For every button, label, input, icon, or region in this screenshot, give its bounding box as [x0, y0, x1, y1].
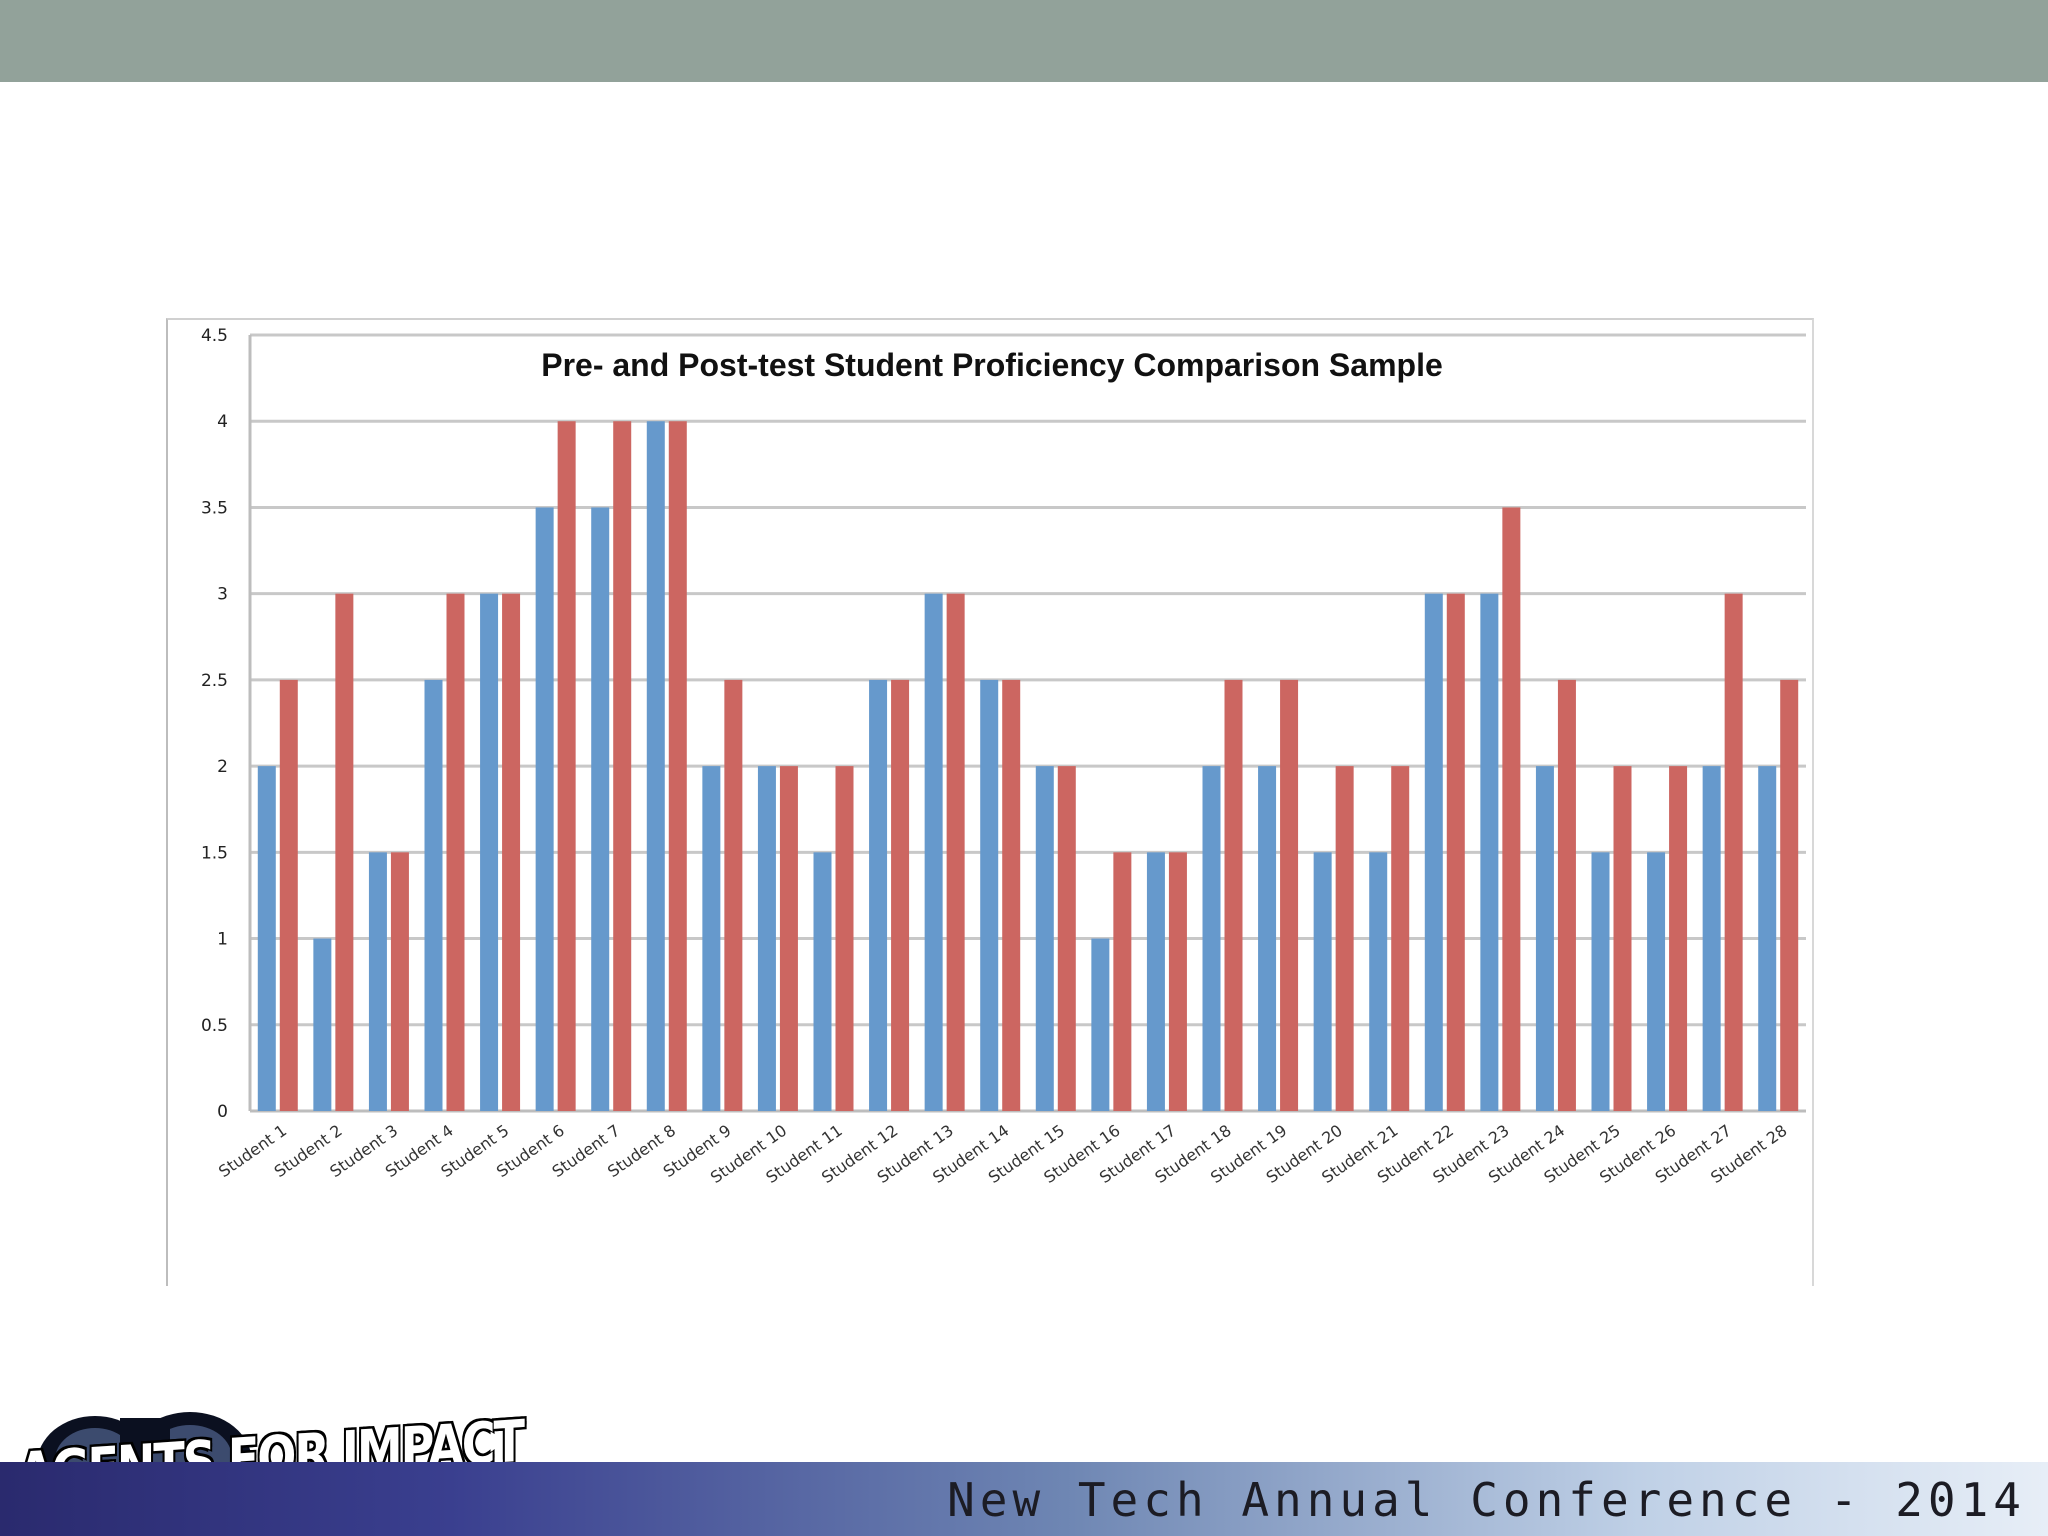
- y-tick-label: 3.5: [201, 498, 228, 518]
- chart-frame: 0 0.5 1 1.5 2 2.5 3 3.5 4 4.5 Student 1 Student 2 St…: [166, 318, 1814, 1286]
- bar-post: [1057, 766, 1076, 1111]
- bar-post: [1280, 679, 1299, 1111]
- bar-pre: [702, 766, 721, 1111]
- bar-post: [279, 679, 298, 1111]
- bar-pre: [1091, 938, 1110, 1111]
- bar-post: [1557, 679, 1576, 1111]
- bar-post: [335, 593, 354, 1111]
- y-tick-label: 4: [217, 412, 228, 432]
- bar-post: [779, 766, 798, 1111]
- bar-post: [613, 421, 632, 1111]
- bar-pre: [1258, 766, 1277, 1111]
- bar-post: [1502, 507, 1521, 1111]
- chart-title: Pre- and Post-test Student Proficiency C…: [541, 347, 1443, 383]
- bar-post: [668, 421, 687, 1111]
- bar-post: [1724, 593, 1743, 1111]
- bar-pre: [1313, 852, 1332, 1111]
- bar-post: [946, 593, 965, 1111]
- bar-post: [1446, 593, 1465, 1111]
- bar-pre: [1758, 766, 1777, 1111]
- bar-post: [1669, 766, 1688, 1111]
- bar-pre: [1702, 766, 1721, 1111]
- bar-post: [1335, 766, 1354, 1111]
- bar-pre: [757, 766, 776, 1111]
- bar-pre: [1369, 852, 1388, 1111]
- y-tick-label: 2: [217, 757, 228, 777]
- bar-post: [1224, 679, 1243, 1111]
- y-tick-label: 4.5: [201, 326, 228, 346]
- bar-post: [446, 593, 465, 1111]
- y-tick-label: 0.5: [201, 1016, 228, 1036]
- bar-pre: [368, 852, 387, 1111]
- bar-post: [557, 421, 576, 1111]
- bar-post: [724, 679, 743, 1111]
- bar-pre: [591, 507, 610, 1111]
- bar-pre: [813, 852, 832, 1111]
- y-tick-label: 2.5: [201, 671, 228, 691]
- y-tick-label: 1.5: [201, 843, 228, 863]
- bar-post: [1780, 679, 1799, 1111]
- bar-pre: [646, 421, 665, 1111]
- footer-conference-title: New Tech Annual Conference - 2014: [947, 1473, 2026, 1527]
- bar-post: [891, 679, 910, 1111]
- bar-pre: [1035, 766, 1054, 1111]
- bar-pre: [1424, 593, 1443, 1111]
- bar-pre: [1202, 766, 1221, 1111]
- bar-pre: [1480, 593, 1499, 1111]
- bar-post: [390, 852, 409, 1111]
- bar-pre: [480, 593, 499, 1111]
- bar-pre: [424, 679, 443, 1111]
- bar-pre: [535, 507, 554, 1111]
- bar-pre: [924, 593, 943, 1111]
- y-tick-label: 1: [217, 930, 228, 950]
- bar-post: [1168, 852, 1187, 1111]
- bar-pre: [257, 766, 276, 1111]
- y-tick-label: 0: [217, 1102, 228, 1122]
- bar-post: [1613, 766, 1632, 1111]
- bar-pre: [1591, 852, 1610, 1111]
- y-tick-label: 3: [217, 585, 228, 605]
- bar-pre: [1535, 766, 1554, 1111]
- top-bar: [0, 0, 2048, 82]
- bar-post: [1391, 766, 1410, 1111]
- bar-post: [1002, 679, 1021, 1111]
- bar-post: [1113, 852, 1132, 1111]
- bar-pre: [869, 679, 888, 1111]
- bar-pre: [1146, 852, 1165, 1111]
- bar-pre: [313, 938, 332, 1111]
- bar-pre: [980, 679, 999, 1111]
- bar-pre: [1647, 852, 1666, 1111]
- footer-bar: [0, 1462, 2048, 1536]
- bar-post: [502, 593, 521, 1111]
- bar-post: [835, 766, 854, 1111]
